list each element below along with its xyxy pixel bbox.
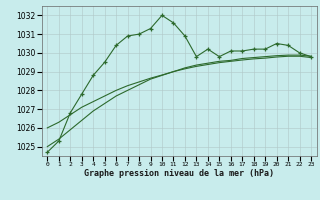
- X-axis label: Graphe pression niveau de la mer (hPa): Graphe pression niveau de la mer (hPa): [84, 169, 274, 178]
